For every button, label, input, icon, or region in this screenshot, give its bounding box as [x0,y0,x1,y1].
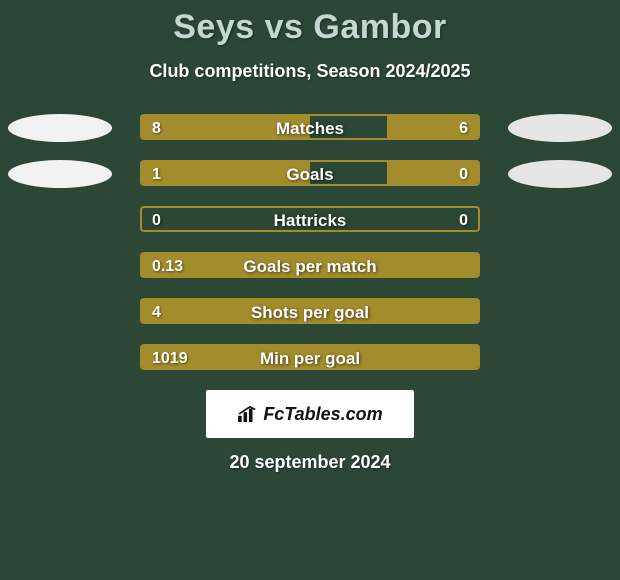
comparison-chart: 86Matches 10Goals 00Hattricks 0.13Goals per… [0,114,620,374]
player-left-avatar [8,160,112,188]
stat-label: Matches [142,116,478,140]
stat-label: Goals [142,162,478,186]
stat-row: 10Goals [0,160,620,190]
branding-box: FcTables.com [206,390,414,438]
stat-bar: 00Hattricks [140,206,480,232]
stat-label: Goals per match [142,254,478,278]
stat-bar: 10Goals [140,160,480,186]
page-title: Seys vs Gambor [0,0,620,47]
stat-row: 1019Min per goal [0,344,620,374]
player-left-avatar [8,114,112,142]
stat-label: Shots per goal [142,300,478,324]
player-right-avatar [508,160,612,188]
player-right-avatar [508,114,612,142]
stat-bar: 4Shots per goal [140,298,480,324]
stat-bar: 0.13Goals per match [140,252,480,278]
branding-label: FcTables.com [263,404,382,425]
stat-bar: 86Matches [140,114,480,140]
stat-row: 00Hattricks [0,206,620,236]
chart-icon [237,405,259,423]
stat-label: Min per goal [142,346,478,370]
page-subtitle: Club competitions, Season 2024/2025 [0,61,620,82]
stat-row: 4Shots per goal [0,298,620,328]
stat-row: 86Matches [0,114,620,144]
stat-row: 0.13Goals per match [0,252,620,282]
footer-date: 20 september 2024 [0,452,620,473]
stat-label: Hattricks [142,208,478,232]
stat-bar: 1019Min per goal [140,344,480,370]
